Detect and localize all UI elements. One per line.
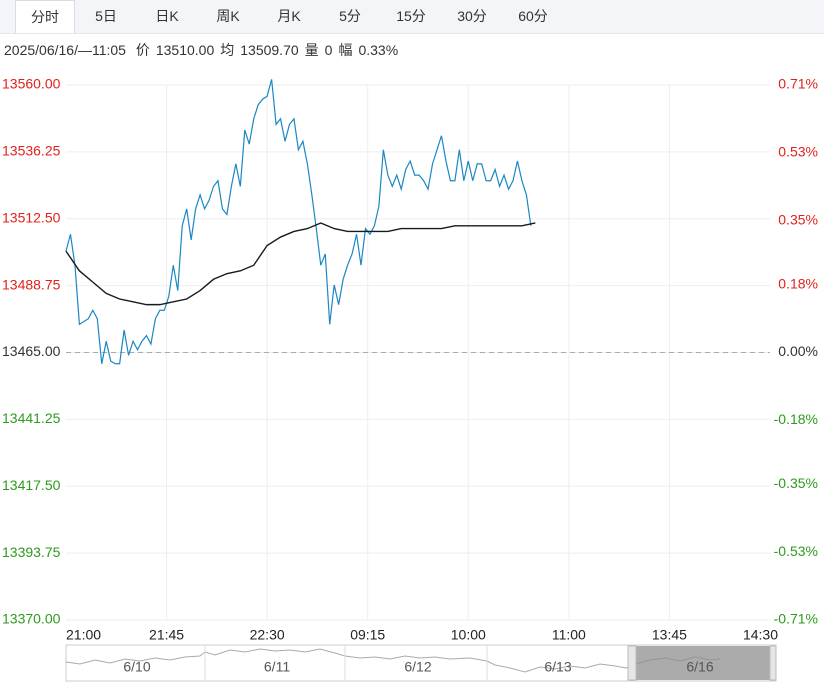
y-tick-label: 13465.00 [2,343,61,359]
y-tick-label: 13417.50 [2,477,61,493]
y2-tick-label: -0.18% [774,411,818,427]
x-tick-label: 11:00 [552,627,586,643]
navigator-handle[interactable] [627,645,637,681]
navigator-label: 6/13 [544,659,571,675]
info-value: 13510.00 [155,42,215,58]
tab[interactable]: 分时 [15,0,75,33]
x-tick-label: 22:30 [250,627,285,643]
y2-tick-label: 0.53% [778,144,818,160]
info-label: 价 [135,42,150,58]
x-tick-label: 10:00 [451,627,486,643]
info-value: 0 [324,42,333,58]
y2-tick-label: -0.53% [774,543,818,559]
tab[interactable]: 月K [277,8,301,24]
info-value: 13509.70 [240,42,299,58]
info-label: 均 [220,42,235,58]
x-tick-label: 09:15 [350,627,385,643]
y-tick-label: 13536.25 [2,143,61,159]
tab[interactable]: 周K [216,8,240,24]
navigator: 6/10 6/11 6/12 6/13 6/16 [65,644,777,682]
y2-tick-label: -0.71% [774,611,818,627]
x-tick-label: 21:00 [66,627,101,643]
tab[interactable]: 15分 [396,8,426,24]
x-tick-label: 14:30 [743,627,778,643]
y-tick-label: 13441.25 [2,410,61,426]
y-tick-label: 13370.00 [2,611,61,627]
navigator-line [65,648,721,673]
price-line [65,79,532,365]
y-tick-label: 13560.00 [2,76,61,92]
x-tick-label: 21:45 [149,627,184,643]
x-tick-label: 13:45 [652,627,687,643]
tab[interactable]: 日K [155,8,179,24]
y2-tick-label: 0.35% [778,211,818,227]
navigator-label: 6/11 [264,659,290,675]
info-label: 量 [304,42,319,58]
tab[interactable]: 60分 [518,8,548,24]
datetime: 2025/06/16/—11:05 [4,42,126,58]
tab-bar: 分时 5日 日K 周K 月K 5分 15分 30分 60分 [0,0,824,34]
y2-tick-label: 0.71% [778,76,818,92]
info-value: 0.33% [358,42,399,58]
tab[interactable]: 5分 [339,8,361,24]
navigator-handle[interactable] [769,645,777,681]
y-tick-label: 13512.50 [2,209,61,225]
y-tick-label: 13393.75 [2,544,61,560]
tab[interactable]: 30分 [457,8,487,24]
navigator-label: 6/10 [123,659,150,675]
y-tick-label: 13488.75 [2,276,61,292]
tab[interactable]: 5日 [95,8,117,24]
info-label: 幅 [338,42,353,58]
y2-tick-label: 0.18% [778,275,818,291]
navigator-label: 6/12 [404,659,431,675]
y2-tick-label: -0.35% [774,475,818,491]
navigator-label: 6/16 [686,659,713,675]
y2-tick-label: 0.00% [778,343,818,359]
navigator-window[interactable] [636,646,770,680]
quote-info: 2025/06/16/—11:05 价 13510.00 均 13509.70 量 0 幅 0… [4,40,404,60]
average-line [65,222,536,306]
